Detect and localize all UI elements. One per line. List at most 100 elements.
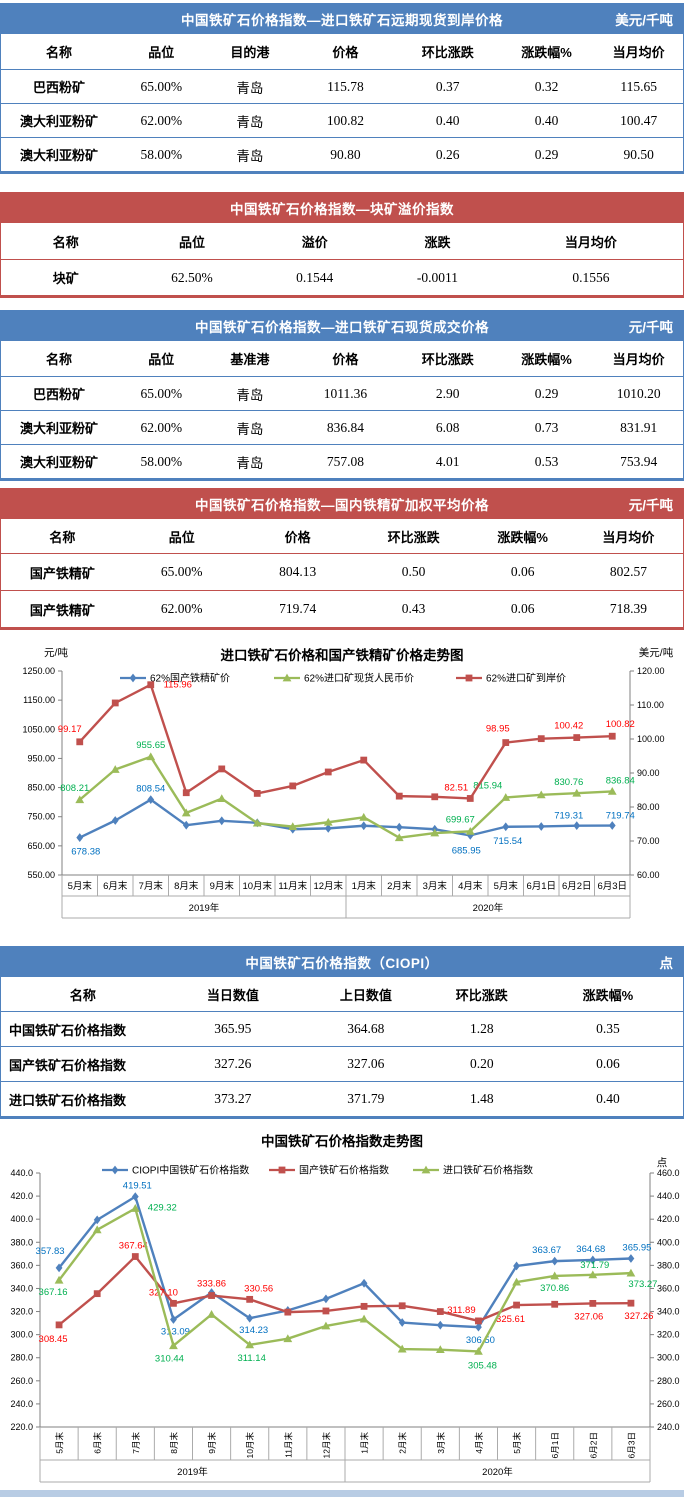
column-header: 目的港	[230, 45, 270, 60]
triangle-marker	[474, 1347, 483, 1355]
square-marker	[537, 735, 545, 743]
table-row: 国产铁精矿 62.00% 719.74 0.43 0.06 718.39	[1, 590, 683, 627]
x-axis-label: 5月末	[512, 1432, 522, 1454]
series-line	[79, 798, 613, 839]
square-marker	[475, 1317, 482, 1325]
x-axis-label: 6月末	[93, 1432, 103, 1454]
data-label: 419.51	[123, 1181, 152, 1192]
value-cell: 100.47	[620, 112, 658, 128]
value-cell: 327.26	[214, 1056, 252, 1071]
table-header-band: 中国铁矿石价格指数—块矿溢价指数	[1, 193, 683, 223]
table-forward-spot-cfr-price: 中国铁矿石价格指数—进口铁矿石远期现货到岸价格 美元/千吨 名称 品位 目的港 价格 环比涨…	[0, 3, 684, 174]
row-name-cell: 澳大利亚粉矿	[19, 114, 98, 129]
year-group-label: 2020年	[482, 1466, 513, 1478]
data-label: 365.95	[622, 1242, 651, 1253]
data-label: 367.64	[119, 1241, 148, 1252]
row-name-cell: 块矿	[52, 271, 79, 286]
series-line	[58, 1207, 631, 1353]
triangle-marker	[181, 808, 191, 817]
diamond-marker	[93, 1215, 101, 1225]
square-marker	[573, 734, 581, 741]
triangle-marker	[397, 1344, 407, 1353]
column-header: 价格	[332, 45, 359, 60]
left-tick-label: 1150.00	[23, 695, 55, 705]
value-cell: 4.01	[435, 453, 460, 469]
table-row: 国产铁精矿 65.00% 804.13 0.50 0.06 802.57	[1, 553, 683, 590]
table-unit: 元/千吨	[628, 498, 673, 513]
table-import-spot-transaction-price: 中国铁矿石价格指数—进口铁矿石现货成交价格 元/千吨 名称 品位 基准港 价格 环比涨跌 涨跌…	[0, 310, 684, 481]
value-cell: 90.80	[330, 146, 361, 162]
diamond-marker	[513, 1261, 520, 1271]
series-line	[78, 683, 613, 800]
column-header: 名称	[69, 987, 96, 1003]
row-name-cell: 国产铁精矿	[29, 602, 95, 618]
value-cell: 青岛	[236, 80, 264, 96]
triangle-marker	[288, 822, 298, 831]
right-tick-label: 260.0	[657, 1399, 680, 1409]
right-tick-label: 100.00	[637, 734, 665, 744]
diamond-marker	[627, 1254, 635, 1263]
data-label: 955.65	[136, 740, 165, 751]
value-cell: 719.74	[279, 601, 317, 616]
triangle-marker	[588, 1270, 598, 1279]
table-title: 中国铁矿石价格指数—国内铁精矿加权平均价格	[195, 498, 489, 513]
column-header: 品位	[178, 234, 205, 250]
column-header: 名称	[45, 45, 72, 60]
square-marker	[322, 1307, 330, 1315]
value-cell: 90.50	[623, 146, 654, 162]
column-header: 环比涨跌	[455, 987, 508, 1003]
data-label: 308.45	[39, 1334, 68, 1345]
value-cell: 2.90	[435, 385, 460, 401]
x-axis-label: 5月末	[55, 1432, 65, 1454]
data-label: 115.96	[164, 680, 192, 691]
square-marker	[289, 782, 297, 790]
value-cell: 804.13	[279, 564, 317, 579]
table-title: 中国铁矿石价格指数—进口铁矿石远期现货到岸价格	[181, 13, 503, 28]
legend-label: 62%进口矿现货人民币价	[304, 672, 414, 685]
table-row: 块矿 62.50% 0.1544 -0.0011 0.1556	[1, 259, 683, 295]
column-header: 环比涨跌	[387, 529, 440, 545]
triangle-marker	[283, 1334, 293, 1343]
data-label: 808.54	[136, 784, 165, 795]
value-cell: 0.40	[435, 112, 460, 128]
table-row: 巴西粉矿 65.00% 青岛 1011.36 2.90 0.29 1010.20	[1, 376, 683, 410]
diamond-marker	[395, 822, 403, 832]
table-header-band: 中国铁矿石价格指数—国内铁精矿加权平均价格 元/千吨	[1, 489, 683, 519]
data-label: 719.74	[606, 811, 635, 822]
row-name-cell: 进口铁矿石价格指数	[9, 1092, 127, 1108]
diamond-marker	[475, 1322, 482, 1332]
x-axis-label: 8月末	[169, 1432, 179, 1454]
x-axis-label: 5月末	[494, 880, 519, 892]
value-cell: 0.50	[401, 564, 426, 579]
square-marker	[253, 790, 261, 797]
import-vs-domestic-price-trend-chart: 进口铁矿石价格和国产铁精矿价格走势图 元/吨 美元/吨 1250.00 1150.00 1…	[0, 636, 684, 936]
value-cell: 62.00%	[140, 112, 183, 128]
x-axis-label: 6月2日	[588, 1432, 598, 1458]
square-marker	[278, 1166, 286, 1174]
value-cell: 0.73	[534, 419, 559, 435]
value-cell: 0.1556	[572, 269, 610, 285]
value-cell: 115.78	[327, 78, 364, 94]
data-label: 99.17	[58, 724, 82, 735]
value-cell: 青岛	[236, 148, 264, 164]
data-label: 327.06	[574, 1311, 603, 1322]
table-domestic-concentrate-weighted-price: 中国铁矿石价格指数—国内铁精矿加权平均价格 元/千吨 名称 品位 价格 环比涨跌 涨跌幅% 当…	[0, 488, 684, 630]
right-tick-label: 320.0	[657, 1330, 680, 1340]
row-name-cell: 中国铁矿石价格指数	[9, 1022, 127, 1038]
right-tick-label: 420.0	[657, 1214, 680, 1224]
value-cell: 1011.36	[323, 385, 368, 401]
right-tick-label: 340.0	[657, 1307, 680, 1317]
left-tick-label: 380.0	[10, 1237, 33, 1247]
triangle-marker	[146, 752, 156, 761]
right-tick-label: 440.0	[657, 1191, 680, 1201]
value-cell: 65.00%	[140, 385, 183, 401]
table-column-header-row: 名称 品位 目的港 价格 环比涨跌 涨跌幅% 当月均价	[1, 34, 683, 69]
triangle-marker	[435, 1345, 445, 1354]
square-marker	[551, 1300, 559, 1308]
square-marker	[131, 1253, 139, 1260]
series-line	[58, 1195, 631, 1329]
column-header: 基准港	[230, 352, 270, 367]
triangle-marker	[607, 787, 617, 795]
square-marker	[111, 699, 119, 707]
